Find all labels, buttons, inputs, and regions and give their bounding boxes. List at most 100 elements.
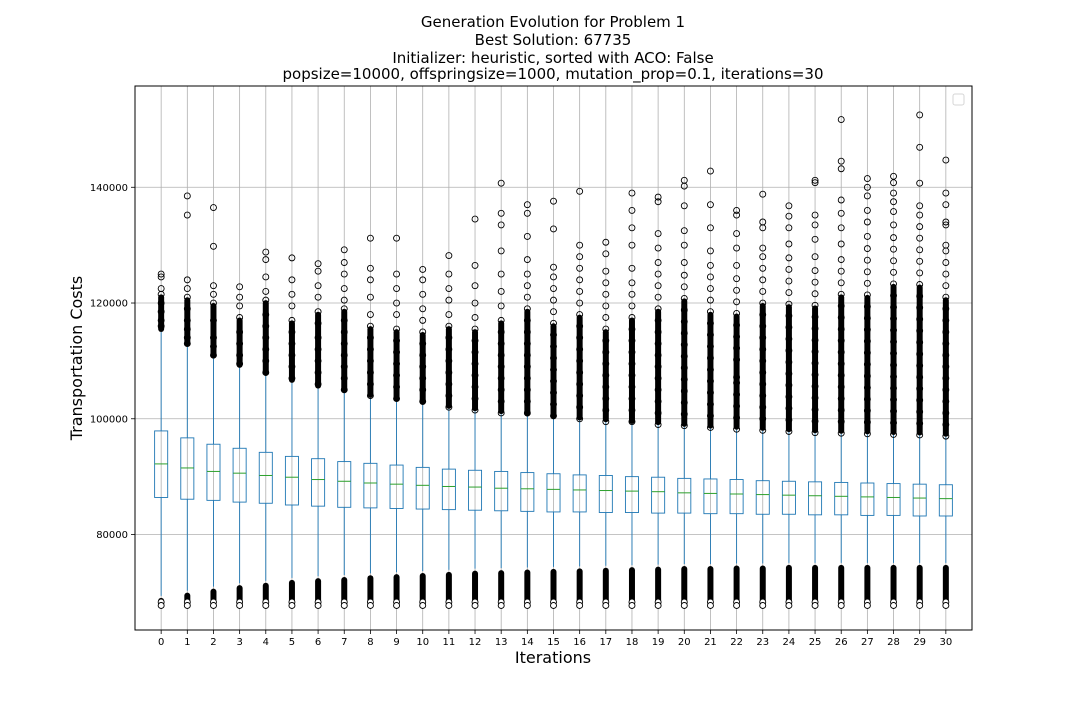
high-outlier-point (602, 325, 610, 333)
high-outlier-point (785, 202, 793, 210)
high-outlier-point (497, 221, 505, 229)
low-outlier-point (314, 602, 322, 609)
high-outlier-point (837, 371, 845, 379)
high-outlier-point (942, 432, 950, 440)
high-outlier-point (942, 421, 950, 429)
high-outlier-point (916, 315, 924, 323)
plot-frame (134, 85, 973, 631)
high-outlier-band (472, 329, 479, 412)
high-outlier-point (340, 374, 348, 382)
high-outlier-point (497, 287, 505, 295)
high-outlier-point (890, 303, 897, 311)
high-outlier-point (916, 269, 924, 277)
box-group (572, 187, 587, 609)
high-outlier-point (497, 386, 505, 394)
high-outlier-point (785, 358, 793, 366)
high-outlier-point (863, 418, 871, 426)
high-outlier-point (942, 218, 950, 226)
high-outlier-point (288, 374, 296, 382)
low-outlier-point (157, 602, 165, 609)
high-outlier-point (706, 342, 714, 350)
high-outlier-point (236, 293, 244, 301)
high-outlier-point (916, 246, 924, 254)
high-outlier-point (550, 400, 557, 408)
high-outlier-point (262, 248, 270, 256)
high-outlier-point (366, 369, 374, 376)
high-outlier-point (916, 431, 924, 439)
low-outlier-band (707, 566, 714, 606)
high-outlier-point (785, 224, 793, 232)
high-outlier-point (628, 189, 636, 197)
high-outlier-point (733, 230, 741, 238)
box-group (651, 193, 666, 609)
high-outlier-point (628, 337, 636, 345)
low-outlier-point (916, 602, 924, 609)
low-outlier-point (863, 602, 871, 609)
box-iqr (415, 466, 430, 510)
high-outlier-point (471, 371, 479, 379)
high-outlier-point (157, 285, 165, 293)
high-outlier-point (210, 316, 217, 324)
high-outlier-point (863, 395, 871, 403)
high-outlier-point (497, 270, 505, 278)
high-outlier-point (210, 334, 217, 342)
high-outlier-point (680, 306, 688, 314)
high-outlier-point (706, 331, 714, 339)
high-outlier-point (550, 342, 557, 350)
x-tick-label: 10 (416, 637, 429, 648)
high-outlier-point (759, 392, 767, 400)
high-outlier-point (733, 261, 741, 269)
high-outlier-point (759, 244, 767, 252)
high-outlier-point (419, 305, 427, 313)
high-outlier-band (445, 326, 452, 409)
high-outlier-point (654, 259, 662, 266)
high-outlier-point (942, 374, 950, 382)
high-outlier-point (706, 261, 714, 269)
high-outlier-point (602, 238, 610, 246)
high-outlier-point (942, 397, 950, 405)
high-outlier-point (602, 290, 610, 298)
high-outlier-point (654, 409, 662, 417)
high-outlier-point (890, 315, 897, 323)
high-outlier-point (863, 291, 871, 299)
box-group (180, 192, 195, 609)
box-iqr (520, 472, 535, 512)
box-group (781, 202, 796, 609)
high-outlier-point (890, 407, 897, 415)
high-outlier-point (262, 334, 270, 342)
box-iqr (598, 475, 613, 513)
high-outlier-point (916, 419, 924, 427)
high-outlier-point (785, 381, 793, 389)
high-outlier-point (916, 292, 924, 300)
box-group (755, 190, 770, 609)
high-outlier-point (759, 334, 767, 342)
high-outlier-point (445, 357, 453, 365)
high-outlier-point (837, 325, 845, 333)
high-outlier-point (183, 192, 191, 200)
x-tick-label: 21 (704, 637, 717, 648)
high-outlier-point (759, 287, 767, 295)
high-outlier-point (837, 240, 845, 248)
high-outlier-point (236, 351, 244, 359)
high-outlier-point (759, 380, 767, 388)
high-outlier-point (863, 183, 871, 191)
high-outlier-point (419, 328, 427, 336)
high-outlier-point (890, 172, 897, 180)
high-outlier-point (706, 412, 714, 420)
high-outlier-point (314, 293, 322, 301)
high-outlier-point (210, 351, 217, 359)
high-outlier-point (314, 282, 322, 290)
box-group (363, 234, 378, 609)
high-outlier-point (393, 360, 401, 368)
high-outlier-point (916, 234, 924, 242)
high-outlier-point (916, 408, 924, 416)
high-outlier-point (890, 349, 897, 357)
high-outlier-point (340, 351, 348, 359)
high-outlier-point (497, 328, 505, 336)
high-outlier-point (602, 418, 610, 426)
high-outlier-point (366, 380, 374, 388)
high-outlier-point (157, 316, 165, 324)
box-group (337, 246, 352, 609)
high-outlier-point (576, 299, 584, 307)
low-outlier-band (838, 564, 845, 606)
